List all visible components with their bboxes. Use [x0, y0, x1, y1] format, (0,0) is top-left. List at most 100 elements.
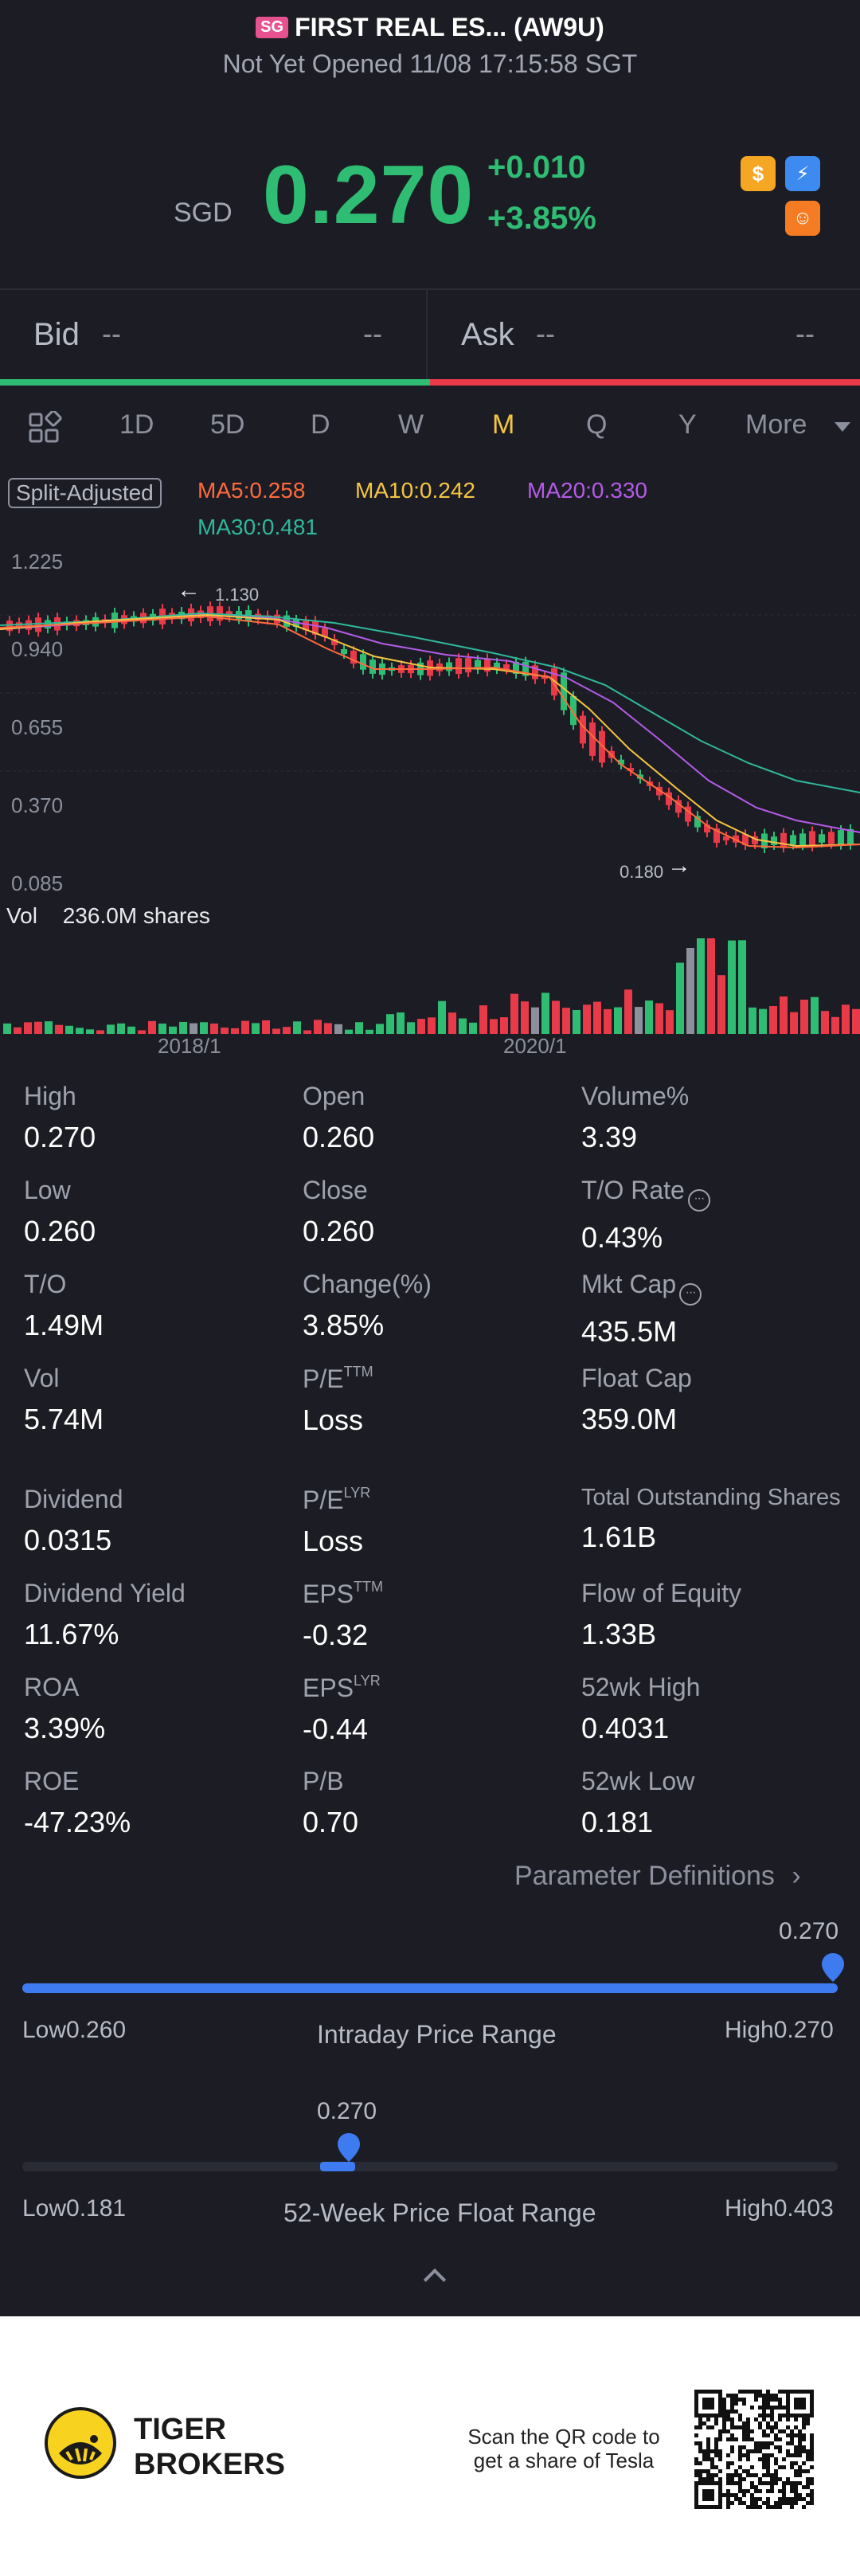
- volume-bar: [521, 1001, 529, 1034]
- bid-ask-panel: Bid -- -- Ask -- --: [0, 288, 860, 386]
- split-adjusted-button[interactable]: Split-Adjusted: [8, 478, 162, 508]
- intraday-fill: [22, 1983, 838, 1993]
- candle: [331, 639, 338, 645]
- x-tick-2020: 2020/1: [503, 1034, 567, 1058]
- candle: [303, 621, 309, 631]
- candle: [723, 836, 729, 841]
- price-change-percent: +3.85%: [487, 201, 596, 236]
- volume-bar: [190, 1023, 197, 1034]
- volume-bar: [210, 1024, 218, 1034]
- bid-panel[interactable]: Bid -- --: [0, 290, 428, 379]
- tab-m[interactable]: M: [492, 409, 515, 440]
- candle: [838, 830, 844, 845]
- stat-vol: Vol 5.74M: [24, 1364, 104, 1435]
- volume-bar: [334, 1024, 342, 1034]
- y-tick-1: 1.225: [11, 550, 64, 574]
- volume-bar: [780, 996, 788, 1034]
- volume-bar: [531, 1007, 539, 1034]
- chevron-up-icon[interactable]: [423, 2268, 447, 2292]
- y-tick-2: 0.940: [11, 637, 64, 661]
- brand-name: TIGER BROKERS: [134, 2413, 286, 2481]
- stat-volume-percent: Volume% 3.39: [581, 1082, 690, 1153]
- tab-1d[interactable]: 1D: [119, 409, 154, 440]
- intraday-range: 0.270 Low0.260 Intraday Price Range High…: [0, 1912, 860, 2055]
- volume-row: Vol 236.0M shares: [6, 903, 210, 929]
- volume-bar: [821, 1011, 829, 1034]
- tab-5d[interactable]: 5D: [210, 409, 245, 440]
- ask-price: --: [536, 317, 555, 350]
- ma10-label: MA10:0.242: [355, 478, 475, 503]
- tab-q[interactable]: Q: [586, 409, 608, 440]
- volume-bar: [697, 938, 705, 1034]
- volume-bar: [831, 1016, 839, 1034]
- volume-bar: [200, 1022, 208, 1034]
- candle: [599, 730, 605, 763]
- volume-bar: [438, 1000, 446, 1034]
- ma20-label: MA20:0.330: [527, 478, 647, 503]
- tab-w[interactable]: W: [398, 409, 424, 440]
- volume-bar: [407, 1022, 415, 1034]
- candle: [580, 715, 586, 744]
- more-info-icon[interactable]: ···: [679, 1283, 702, 1306]
- volume-bar: [790, 1012, 798, 1034]
- tab-y[interactable]: Y: [678, 409, 697, 440]
- candle: [532, 665, 538, 679]
- volume-chart-svg: [3, 938, 860, 1034]
- candle: [685, 806, 691, 822]
- y-tick-4: 0.370: [11, 793, 64, 817]
- intraday-low: Low0.260: [22, 2017, 127, 2043]
- parameter-definitions-link[interactable]: Parameter Definitions ›: [514, 1861, 801, 1891]
- candle: [618, 759, 624, 765]
- ask-panel[interactable]: Ask -- --: [429, 290, 860, 379]
- tiger-icon[interactable]: ☺: [785, 201, 820, 236]
- volume-bar: [107, 1024, 115, 1034]
- volume-bar: [345, 1029, 353, 1034]
- candlestick-chart[interactable]: 1.225 0.940 0.655 0.370 0.085 ← 1.130 0.…: [0, 550, 860, 895]
- ma5-label: MA5:0.258: [197, 478, 306, 503]
- volume-bar: [479, 1005, 487, 1034]
- flash-icon[interactable]: ⚡: [785, 156, 820, 191]
- tab-d[interactable]: D: [311, 409, 330, 440]
- candle: [293, 619, 299, 628]
- volume-bar: [686, 948, 694, 1034]
- volume-bar: [158, 1024, 166, 1034]
- candle: [790, 835, 796, 845]
- candle: [809, 831, 815, 847]
- qr-code-icon[interactable]: [694, 2390, 814, 2509]
- low-marker-label: 0.180: [620, 862, 664, 882]
- candle: [322, 628, 328, 637]
- x-tick-2018: 2018/1: [158, 1034, 221, 1058]
- candle: [627, 767, 634, 772]
- tab-more[interactable]: More: [745, 409, 807, 440]
- candle: [350, 650, 357, 664]
- volume-bar: [707, 938, 715, 1034]
- volume-bar: [179, 1021, 187, 1034]
- more-info-icon[interactable]: ···: [687, 1189, 710, 1212]
- stat-turnover: T/O 1.49M: [24, 1270, 104, 1341]
- volume-bar: [428, 1017, 436, 1034]
- volume-chart[interactable]: [0, 932, 860, 1035]
- bid-price: --: [102, 317, 121, 350]
- chevron-down-icon[interactable]: [835, 422, 850, 432]
- ask-label: Ask: [461, 317, 514, 352]
- candle: [360, 654, 366, 670]
- volume-bar: [635, 1007, 643, 1034]
- quote-header: SG FIRST REAL ES... (AW9U) Not Yet Opened…: [0, 0, 860, 287]
- volume-bar: [469, 1022, 477, 1034]
- volume-bar: [324, 1023, 332, 1034]
- volume-bar: [355, 1022, 363, 1034]
- candle: [25, 620, 32, 630]
- volume-bar: [138, 1030, 146, 1034]
- stat-pe-lyr: P/ELYR Loss: [303, 1485, 371, 1557]
- period-tabs: 1D 5D D W M Q Y More: [0, 398, 860, 456]
- week52-fill: [319, 2162, 355, 2171]
- candle: [312, 621, 319, 635]
- volume-bar: [314, 1020, 322, 1034]
- dollar-icon[interactable]: $: [741, 156, 776, 191]
- location-pin-icon: [822, 1953, 844, 1982]
- candle: [570, 695, 577, 726]
- arrow-right-icon: →: [667, 852, 691, 879]
- volume-bar: [728, 940, 736, 1034]
- layout-grid-icon[interactable]: [27, 409, 62, 446]
- week52-marker-value: 0.270: [317, 2098, 377, 2124]
